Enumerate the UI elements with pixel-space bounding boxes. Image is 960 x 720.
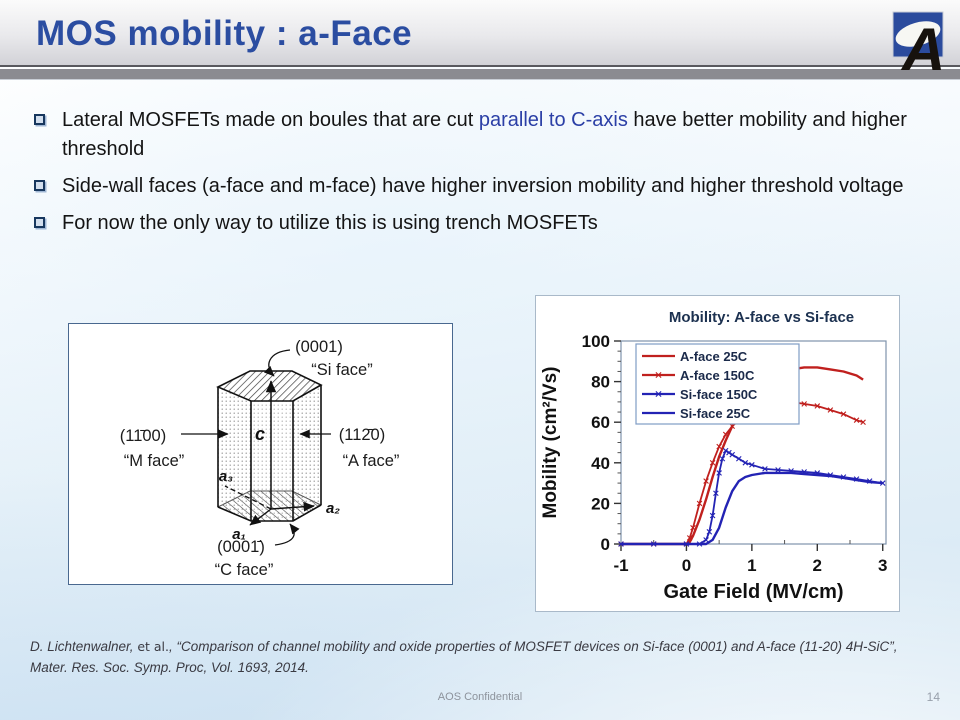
aos-logo-icon: A xyxy=(892,11,945,83)
a2-axis-arrow xyxy=(270,501,315,512)
page-number: 14 xyxy=(926,690,940,704)
hexagonal-crystal-diagram: c a₁ a₂ a₃ (0001) “Si face” (11̄00) “M f… xyxy=(120,338,400,579)
crystal-diagram-panel: c a₁ a₂ a₃ (0001) “Si face” (11̄00) “M f… xyxy=(68,323,453,585)
a1-label: a₁ xyxy=(232,526,246,543)
svg-text:3: 3 xyxy=(878,556,887,575)
svg-text:100: 100 xyxy=(582,332,610,351)
svg-text:Si-face 25C: Si-face 25C xyxy=(680,406,751,421)
bullet-text-highlight: parallel to C-axis xyxy=(478,109,628,131)
bullet-text-pre: For now the only way to utilize this is … xyxy=(62,212,598,234)
a-face-label: “A face” xyxy=(343,452,400,470)
svg-text:Mobility (cm²/Vs): Mobility (cm²/Vs) xyxy=(540,366,561,518)
svg-text:80: 80 xyxy=(591,373,610,392)
citation-author: D. Lichtenwalner, xyxy=(30,639,138,654)
si-face-label: “Si face” xyxy=(311,361,372,379)
square-bullet-icon xyxy=(34,114,45,125)
a2-label: a₂ xyxy=(326,500,340,517)
m-plane-label: (11̄00) xyxy=(120,427,166,445)
bullet-item: Lateral MOSFETs made on boules that are … xyxy=(34,106,930,164)
svg-text:A-face 150C: A-face 150C xyxy=(680,368,755,383)
citation-etal: et al. xyxy=(137,639,169,654)
a1-axis-arrow xyxy=(249,508,272,526)
mobility-chart-panel: Mobility: A-face vs Si-face 0 20 40 60 80 100-… xyxy=(535,295,900,612)
svg-text:60: 60 xyxy=(591,413,610,432)
svg-text:Gate Field (MV/cm): Gate Field (MV/cm) xyxy=(663,581,843,603)
svg-text:Si-face 150C: Si-face 150C xyxy=(680,387,758,402)
svg-text:20: 20 xyxy=(591,494,610,513)
si-face-callout-arrow xyxy=(263,349,291,377)
a3-axis-dashed-line xyxy=(224,485,272,510)
citation-reference: , “Comparison of channel mobility and ox… xyxy=(30,639,898,675)
svg-text:1: 1 xyxy=(747,556,756,575)
svg-text:2: 2 xyxy=(813,556,822,575)
citation: D. Lichtenwalner, et al., “Comparison of… xyxy=(30,637,938,679)
bullet-text: For now the only way to utilize this is … xyxy=(62,209,598,238)
c-axis-label: c xyxy=(255,424,265,444)
m-face-label: “M face” xyxy=(124,452,185,470)
bullet-item: Side-wall faces (a-face and m-face) have… xyxy=(34,172,930,201)
company-logo: A xyxy=(890,10,946,83)
svg-text:Mobility: A-face vs Si-face: Mobility: A-face vs Si-face xyxy=(669,309,854,326)
square-bullet-icon xyxy=(34,217,45,228)
bullet-list: Lateral MOSFETs made on boules that are … xyxy=(34,106,930,246)
bullet-text: Side-wall faces (a-face and m-face) have… xyxy=(62,172,904,201)
page-title: MOS mobility : a-Face xyxy=(36,14,413,53)
svg-text:A-face 25C: A-face 25C xyxy=(680,349,748,364)
slide-header: MOS mobility : a-Face xyxy=(0,0,960,67)
svg-text:0: 0 xyxy=(682,556,691,575)
bullet-text-pre: Side-wall faces (a-face and m-face) have… xyxy=(62,175,904,197)
bullet-item: For now the only way to utilize this is … xyxy=(34,209,930,238)
square-bullet-icon xyxy=(34,180,45,191)
bullet-text: Lateral MOSFETs made on boules that are … xyxy=(62,106,930,164)
mobility-line-chart: Mobility: A-face vs Si-face020406080100-… xyxy=(540,309,887,603)
a-plane-label: (112̄0) xyxy=(339,426,385,444)
c-plane-label: (0001̄) xyxy=(217,538,265,556)
svg-text:40: 40 xyxy=(591,454,610,473)
a3-label: a₃ xyxy=(219,468,233,485)
svg-text:0: 0 xyxy=(601,535,610,554)
svg-text:A: A xyxy=(900,16,945,78)
si-plane-label: (0001) xyxy=(295,338,343,356)
header-divider-band xyxy=(0,69,960,80)
svg-text:-1: -1 xyxy=(613,556,628,575)
c-face-label: “C face” xyxy=(215,561,274,579)
bullet-text-pre: Lateral MOSFETs made on boules that are … xyxy=(62,109,479,131)
confidential-label: AOS Confidential xyxy=(437,691,523,703)
c-face-callout-arrow xyxy=(274,523,300,546)
bullet-text-post: have better mobility and higher threshol… xyxy=(62,109,907,160)
